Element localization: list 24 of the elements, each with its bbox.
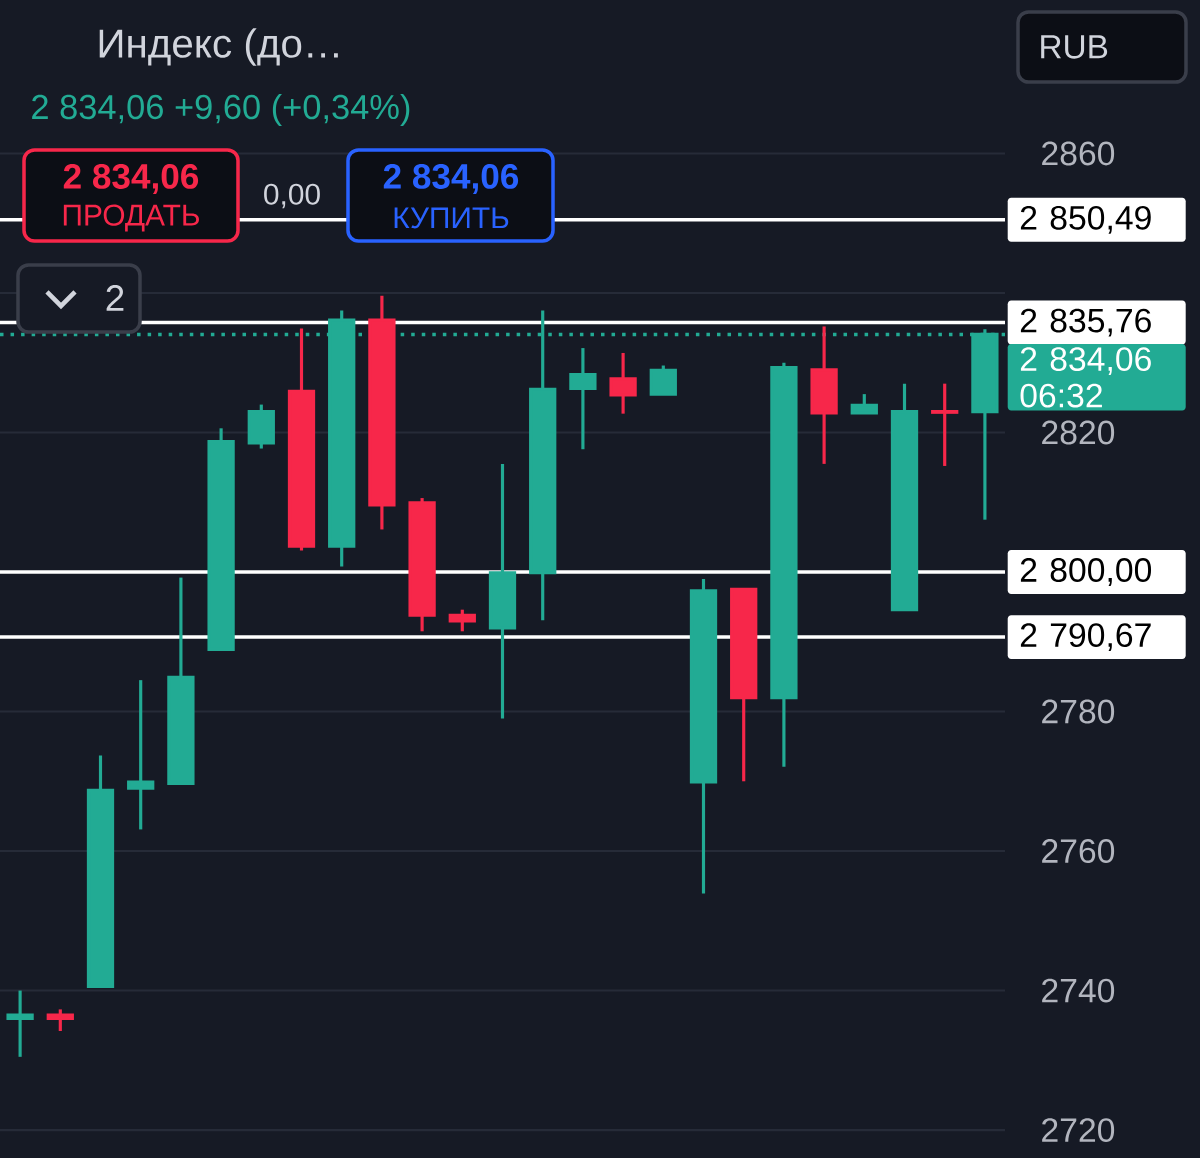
ref-line-label: 2 790,67 bbox=[1020, 623, 1151, 652]
y-tick-label: 2820 bbox=[1042, 420, 1115, 445]
y-tick-label: 2860 bbox=[1042, 141, 1115, 166]
annotation: КУПИТЬ bbox=[394, 207, 509, 229]
y-tick-label: 2780 bbox=[1042, 699, 1115, 724]
text: 2 834,06 +9,60 (+0,34%) bbox=[32, 93, 410, 126]
text: RUB bbox=[1041, 35, 1108, 59]
annotation: 2 834,06 bbox=[383, 164, 519, 194]
annotation: 2 834,06 bbox=[63, 164, 199, 194]
ref-line-label: 2 800,00 bbox=[1020, 558, 1152, 586]
candlestick bbox=[127, 680, 155, 830]
annotation: 2 bbox=[106, 285, 124, 311]
candlestick bbox=[46, 1009, 74, 1032]
y-tick-label: 2720 bbox=[1042, 1118, 1115, 1143]
candlestick bbox=[6, 990, 34, 1057]
annotation: ПРОДАТЬ bbox=[63, 204, 199, 232]
ref-line-label: 2 835,76 bbox=[1020, 308, 1151, 337]
y-tick-label: 2740 bbox=[1042, 978, 1115, 1003]
candlestick bbox=[931, 383, 959, 466]
ref-line-label: 2 850,49 bbox=[1020, 205, 1151, 234]
y-tick-label: 2760 bbox=[1042, 839, 1115, 863]
annotation: 0,00 bbox=[264, 183, 320, 209]
text: Индекс (до… bbox=[99, 28, 338, 66]
ref-line-label: 2 834,06 06:32 bbox=[1020, 347, 1151, 408]
